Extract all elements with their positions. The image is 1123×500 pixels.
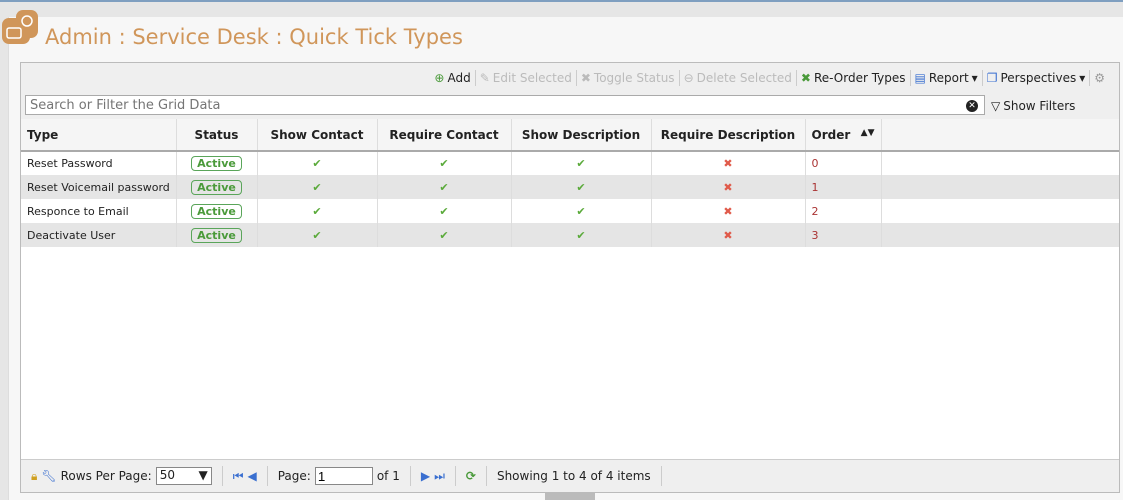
- perspectives-icon: ❐: [986, 70, 998, 85]
- type-cell: Responce to Email: [21, 199, 177, 223]
- page-count: of 1: [376, 469, 400, 483]
- status-cell: Active: [176, 223, 258, 247]
- reorder-icon: ✖: [800, 70, 811, 85]
- sort-icon: ▲▼: [860, 127, 875, 138]
- grid-panel: ⊕ Add ✎ Edit Selected ✖ Toggle Status ⊖ Dele…: [20, 62, 1120, 493]
- reorder-types-button[interactable]: ✖ Re-Order Types: [797, 69, 911, 86]
- edit-selected-button[interactable]: ✎ Edit Selected: [476, 69, 577, 86]
- perspectives-button[interactable]: ❐ Perspectives ▾: [983, 69, 1091, 86]
- type-cell: Reset Voicemail password: [21, 175, 177, 199]
- table-row[interactable]: Deactivate User Active ✔ ✔ ✔ ✖ 3: [21, 223, 1119, 247]
- order-cell: 2: [805, 199, 882, 223]
- show-contact-check-icon: ✔: [257, 175, 378, 199]
- add-button[interactable]: ⊕ Add: [430, 69, 476, 86]
- clear-search-icon[interactable]: ✕: [966, 100, 978, 112]
- top-border: [0, 0, 1123, 2]
- refresh-icon[interactable]: ⟳: [465, 469, 476, 483]
- filler-cell: [881, 199, 1119, 223]
- delete-selected-button[interactable]: ⊖ Delete Selected: [680, 69, 797, 86]
- status-cell: Active: [176, 151, 258, 175]
- horizontal-scrollbar[interactable]: [545, 493, 595, 500]
- column-header-require-description[interactable]: Require Description: [651, 119, 806, 152]
- show-description-check-icon: ✔: [511, 223, 652, 247]
- page-label: Page:: [277, 469, 311, 483]
- column-header-filler: [881, 119, 1119, 152]
- status-badge: Active: [191, 227, 242, 243]
- table-row[interactable]: Responce to Email Active ✔ ✔ ✔ ✖ 2: [21, 199, 1119, 223]
- require-contact-check-icon: ✔: [377, 151, 512, 175]
- filter-icon: ▽: [991, 99, 1001, 113]
- search-input[interactable]: [25, 95, 985, 115]
- order-cell: 0: [805, 151, 882, 175]
- table-row[interactable]: Reset Voicemail password Active ✔ ✔ ✔ ✖ …: [21, 175, 1119, 199]
- next-page-button[interactable]: ▶: [420, 469, 431, 483]
- show-contact-check-icon: ✔: [257, 199, 378, 223]
- status-badge: Active: [191, 156, 242, 171]
- lock-icon[interactable]: 🔒︎: [31, 468, 38, 483]
- table-row[interactable]: Reset Password Active ✔ ✔ ✔ ✖ 0: [21, 151, 1119, 175]
- wrench-icon[interactable]: 🔧︎: [41, 469, 57, 483]
- caret-down-icon: ▾: [971, 70, 978, 85]
- grid-footer: 🔒︎ 🔧︎ Rows Per Page: 50▼ ⏮︎◀ Page: of 1 ▶…: [21, 459, 1119, 492]
- type-cell: Deactivate User: [21, 223, 177, 247]
- admin-keys-icon: [2, 10, 38, 44]
- require-description-cross-icon: ✖: [651, 151, 806, 175]
- status-cell: Active: [176, 199, 258, 223]
- search-row: ✕ ▽Show Filters: [21, 92, 1119, 119]
- show-description-check-icon: ✔: [511, 199, 652, 223]
- order-cell: 1: [805, 175, 882, 199]
- column-header-order[interactable]: Order ▲▼: [805, 119, 882, 152]
- add-icon: ⊕: [434, 70, 445, 85]
- toggle-status-button[interactable]: ✖ Toggle Status: [577, 69, 680, 86]
- gear-icon: ⚙: [1094, 70, 1105, 85]
- show-contact-check-icon: ✔: [257, 151, 378, 175]
- show-description-check-icon: ✔: [511, 151, 652, 175]
- report-button[interactable]: ▤ Report ▾: [911, 69, 983, 86]
- show-filters-button[interactable]: ▽ Show Filters: [991, 99, 1076, 113]
- filler-cell: [881, 223, 1119, 247]
- pencil-icon: ✎: [479, 70, 490, 85]
- filler-cell: [881, 175, 1119, 199]
- page-input[interactable]: [314, 467, 373, 485]
- show-description-check-icon: ✔: [511, 175, 652, 199]
- require-contact-check-icon: ✔: [377, 199, 512, 223]
- rows-per-page-select[interactable]: 50 ▼: [155, 467, 212, 485]
- type-cell: Reset Password: [21, 151, 177, 175]
- order-cell: 3: [805, 223, 882, 247]
- status-badge: Active: [191, 179, 242, 195]
- caret-down-icon: ▾: [1079, 70, 1086, 85]
- status-cell: Active: [176, 175, 258, 199]
- page-title: Admin : Service Desk : Quick Tick Types: [45, 25, 463, 49]
- require-description-cross-icon: ✖: [651, 175, 806, 199]
- require-contact-check-icon: ✔: [377, 175, 512, 199]
- show-contact-check-icon: ✔: [257, 223, 378, 247]
- filler-cell: [881, 151, 1119, 175]
- toolbar: ⊕ Add ✎ Edit Selected ✖ Toggle Status ⊖ Dele…: [21, 63, 1119, 92]
- grid-table: Type Status Show Contact Require Contact…: [21, 119, 1119, 247]
- column-header-type[interactable]: Type: [21, 119, 177, 152]
- status-badge: Active: [191, 203, 242, 219]
- require-contact-check-icon: ✔: [377, 223, 512, 247]
- delete-icon: ⊖: [683, 70, 694, 85]
- prev-page-button[interactable]: ◀: [247, 469, 257, 483]
- require-description-cross-icon: ✖: [651, 223, 806, 247]
- shuffle-icon: ✖: [580, 70, 591, 85]
- showing-status: Showing 1 to 4 of 4 items: [496, 469, 651, 483]
- require-description-cross-icon: ✖: [651, 199, 806, 223]
- column-header-show-description[interactable]: Show Description: [511, 119, 652, 152]
- caret-down-icon: ▼: [198, 468, 208, 482]
- report-icon: ▤: [914, 70, 926, 85]
- column-header-require-contact[interactable]: Require Contact: [377, 119, 512, 152]
- rows-per-page-label: Rows Per Page:: [60, 469, 152, 483]
- last-page-button[interactable]: ⏭︎: [434, 468, 445, 483]
- column-header-status[interactable]: Status: [176, 119, 258, 152]
- column-header-show-contact[interactable]: Show Contact: [257, 119, 378, 152]
- first-page-button[interactable]: ⏮︎: [232, 468, 244, 483]
- settings-button[interactable]: ⚙: [1090, 70, 1109, 86]
